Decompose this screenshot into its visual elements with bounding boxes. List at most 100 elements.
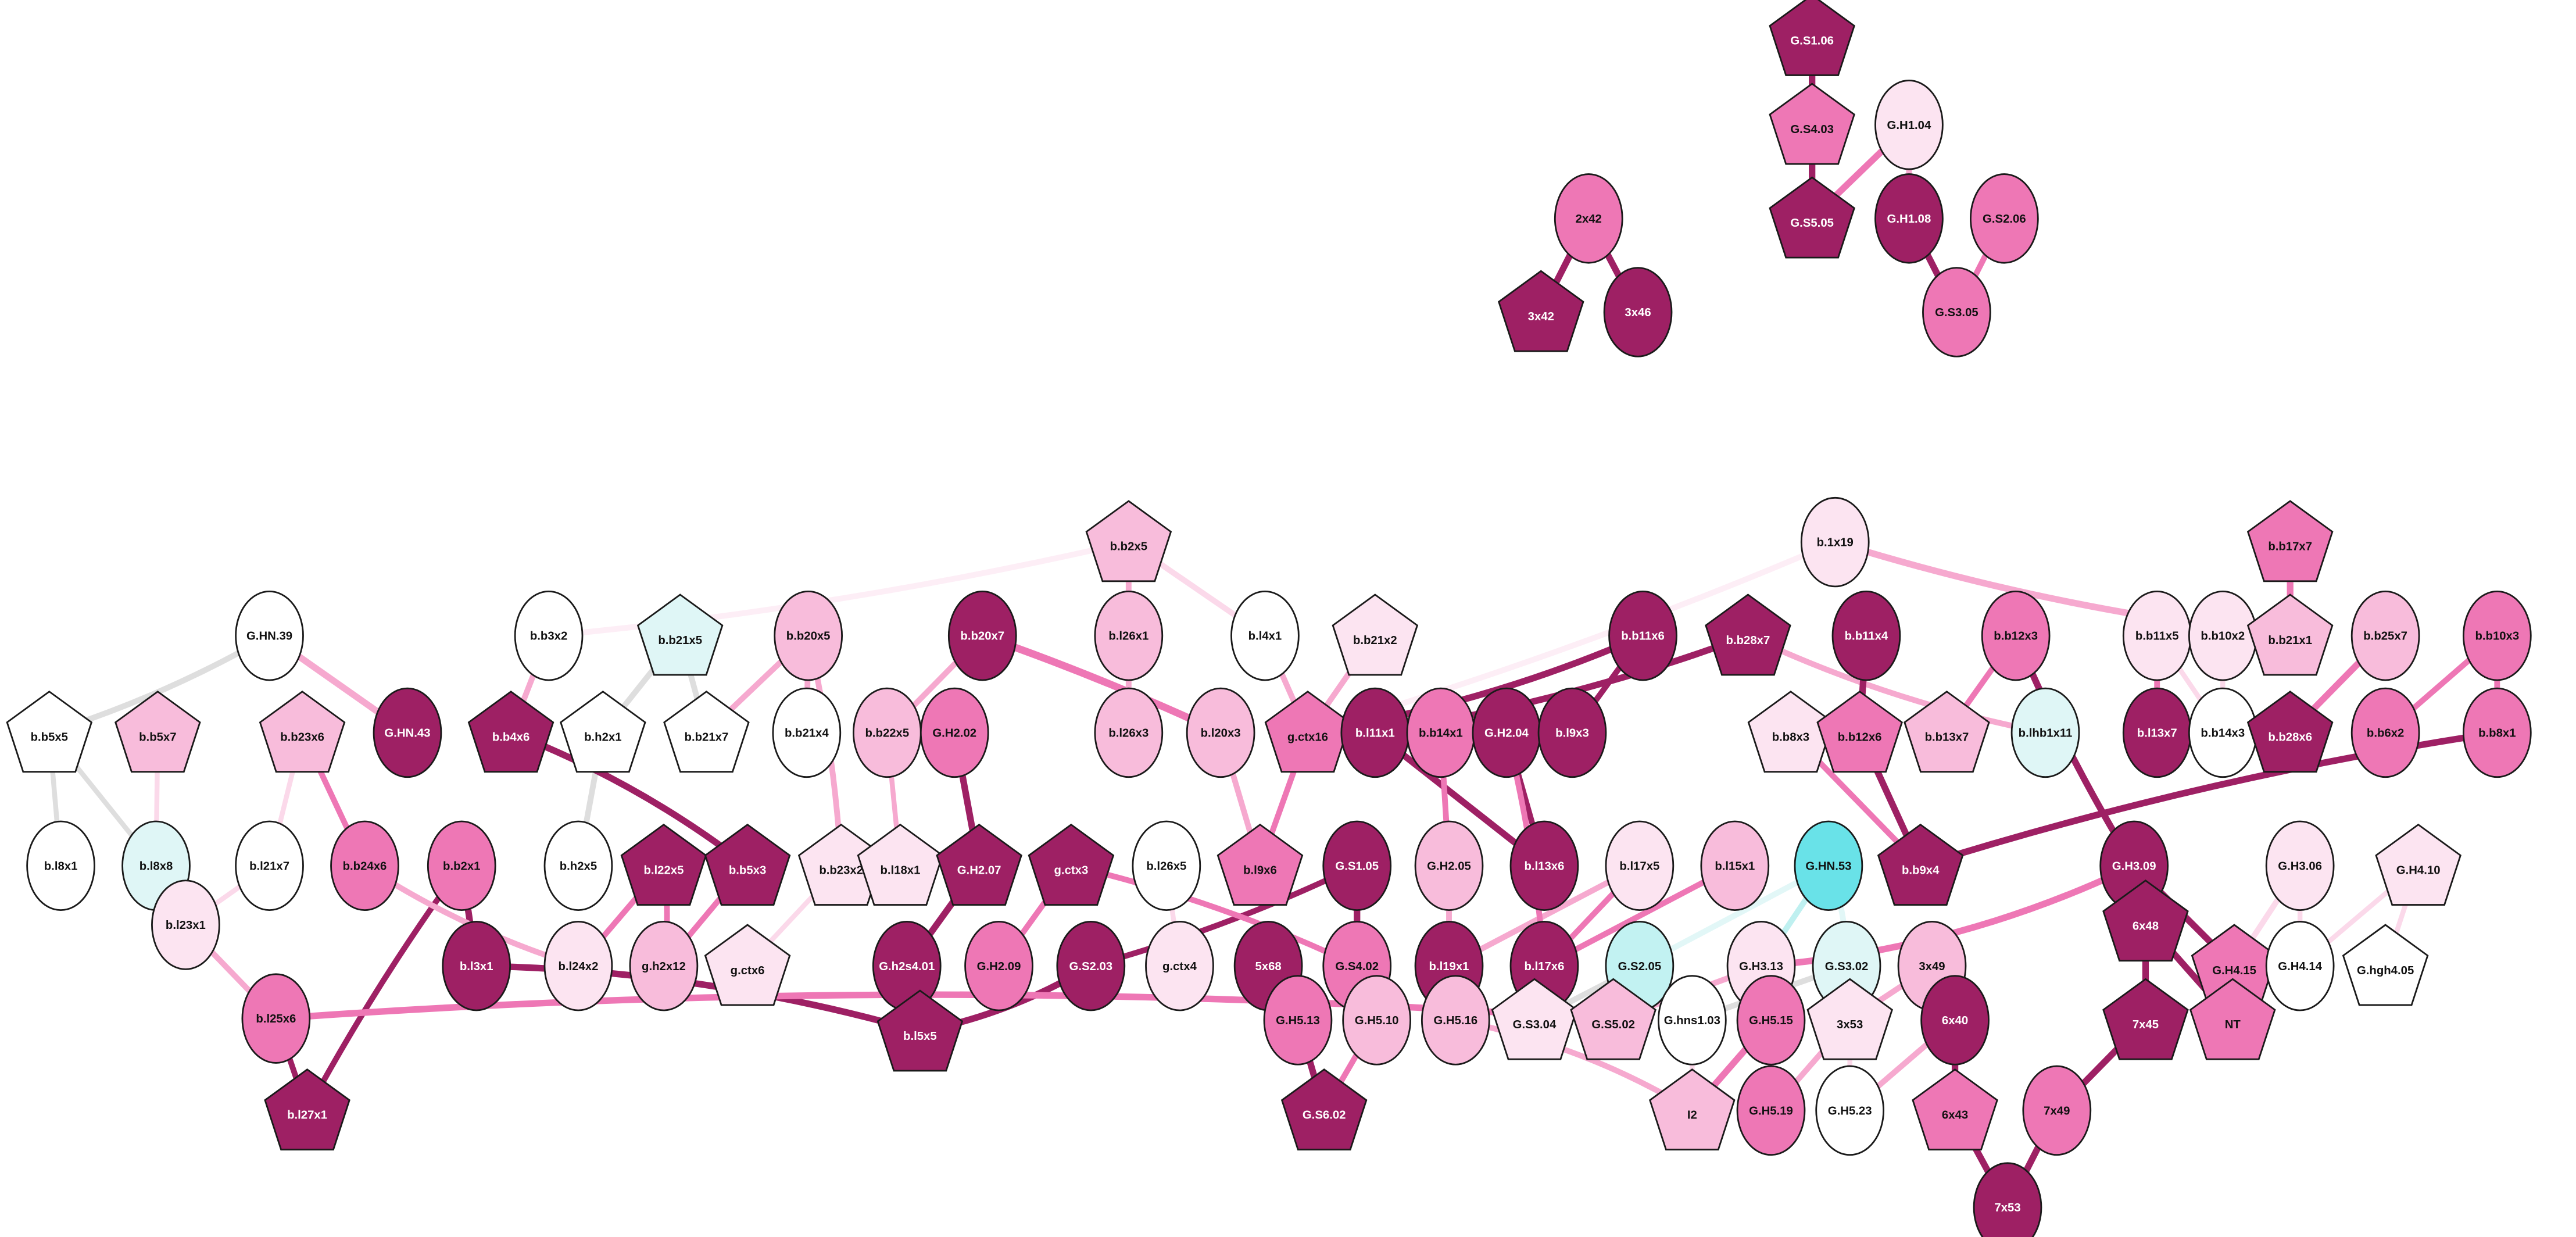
node-3x46[interactable] bbox=[1603, 267, 1673, 357]
node-G.S1.06[interactable] bbox=[1769, 0, 1855, 76]
node-NT[interactable] bbox=[2189, 978, 2276, 1060]
node-b.b20x7[interactable] bbox=[947, 590, 1017, 681]
node-b.b9x4[interactable] bbox=[1877, 823, 1964, 906]
node-G.H5.19[interactable] bbox=[1736, 1065, 1806, 1156]
node-G.h2s4.01[interactable] bbox=[872, 920, 942, 1011]
node-b.b14x3[interactable] bbox=[2188, 687, 2257, 778]
node-3x53[interactable] bbox=[1806, 978, 1893, 1060]
node-G.HN.39[interactable] bbox=[235, 590, 304, 681]
node-G.S2.03[interactable] bbox=[1056, 920, 1126, 1011]
node-b.l13x6[interactable] bbox=[1509, 820, 1579, 911]
node-b.b6x2[interactable] bbox=[2350, 687, 2420, 778]
node-G.H5.13[interactable] bbox=[1263, 975, 1333, 1066]
node-G.H2.07[interactable] bbox=[936, 823, 1022, 906]
node-G.S2.06[interactable] bbox=[1970, 173, 2039, 264]
node-G.H1.04[interactable] bbox=[1874, 80, 1944, 170]
node-b.l3x1[interactable] bbox=[442, 920, 511, 1011]
node-G.S4.03[interactable] bbox=[1769, 83, 1855, 165]
node-G.S5.02[interactable] bbox=[1570, 978, 1656, 1060]
node-7x53[interactable] bbox=[1973, 1162, 2042, 1237]
node-G.hns1.03[interactable] bbox=[1657, 975, 1727, 1066]
node-b.b10x2[interactable] bbox=[2188, 590, 2257, 681]
node-3x42[interactable] bbox=[1497, 270, 1584, 352]
node-b.b20x5[interactable] bbox=[774, 590, 843, 681]
node-b.b2x1[interactable] bbox=[427, 820, 496, 911]
node-b.b22x5[interactable] bbox=[852, 687, 922, 778]
node-b.l15x1[interactable] bbox=[1700, 820, 1770, 911]
node-b.l17x5[interactable] bbox=[1605, 820, 1675, 911]
node-G.H2.05[interactable] bbox=[1414, 820, 1484, 911]
node-b.b2x5[interactable] bbox=[1085, 500, 1172, 582]
node-G.HN.43[interactable] bbox=[373, 687, 442, 778]
node-I2[interactable] bbox=[1649, 1068, 1736, 1151]
node-b.b14x1[interactable] bbox=[1406, 687, 1476, 778]
node-b.b8x1[interactable] bbox=[2462, 687, 2532, 778]
node-b.l25x6[interactable] bbox=[241, 973, 311, 1064]
node-b.l26x3[interactable] bbox=[1094, 687, 1164, 778]
node-b.l11x1[interactable] bbox=[1340, 687, 1410, 778]
node-b.l18x1[interactable] bbox=[857, 823, 944, 906]
node-6x40[interactable] bbox=[1920, 975, 1990, 1066]
node-b.l13x7[interactable] bbox=[2122, 687, 2192, 778]
node-b.h2x5[interactable] bbox=[543, 820, 613, 911]
node-2x42[interactable] bbox=[1554, 173, 1623, 264]
node-G.H5.16[interactable] bbox=[1421, 975, 1490, 1066]
node-b.b4x6[interactable] bbox=[467, 691, 554, 773]
node-b.b23x6[interactable] bbox=[259, 691, 346, 773]
node-b.b25x7[interactable] bbox=[2350, 590, 2420, 681]
node-G.H3.06[interactable] bbox=[2265, 820, 2335, 911]
node-G.H2.09[interactable] bbox=[964, 920, 1033, 1011]
node-G.H2.04[interactable] bbox=[1472, 687, 1541, 778]
node-b.l8x1[interactable] bbox=[26, 820, 95, 911]
node-g.h2x12[interactable] bbox=[629, 920, 699, 1011]
node-b.l5x5[interactable] bbox=[876, 989, 964, 1072]
node-G.S5.05[interactable] bbox=[1769, 176, 1855, 259]
node-G.H5.10[interactable] bbox=[1342, 975, 1411, 1066]
node-g.ctx3[interactable] bbox=[1028, 823, 1115, 906]
node-b.b21x4[interactable] bbox=[772, 687, 842, 778]
node-b.b21x7[interactable] bbox=[663, 691, 750, 773]
node-b.1x19[interactable] bbox=[1800, 496, 1870, 588]
node-G.S3.04[interactable] bbox=[1491, 978, 1578, 1060]
node-g.ctx4[interactable] bbox=[1145, 920, 1214, 1011]
node-b.b3x2[interactable] bbox=[514, 590, 584, 681]
node-G.hgh4.05[interactable] bbox=[2342, 924, 2429, 1006]
node-b.b5x3[interactable] bbox=[704, 823, 791, 906]
node-b.b21x5[interactable] bbox=[636, 594, 724, 676]
node-G.H4.14[interactable] bbox=[2265, 920, 2335, 1011]
node-b.l20x3[interactable] bbox=[1186, 687, 1255, 778]
node-b.b24x6[interactable] bbox=[330, 820, 399, 911]
node-6x43[interactable] bbox=[1912, 1068, 1998, 1151]
node-b.h2x1[interactable] bbox=[560, 691, 646, 773]
node-g.ctx6[interactable] bbox=[704, 924, 791, 1006]
node-b.l9x3[interactable] bbox=[1537, 687, 1607, 778]
node-b.b17x7[interactable] bbox=[2246, 500, 2334, 582]
node-b.l9x6[interactable] bbox=[1217, 823, 1304, 906]
node-b.lhb1x11[interactable] bbox=[2010, 687, 2080, 778]
node-6x48[interactable] bbox=[2102, 880, 2189, 962]
node-b.l26x1[interactable] bbox=[1094, 590, 1164, 681]
node-b.l27x1[interactable] bbox=[264, 1068, 350, 1151]
node-7x49[interactable] bbox=[2022, 1065, 2092, 1156]
node-b.b28x6[interactable] bbox=[2246, 691, 2334, 773]
node-b.b28x7[interactable] bbox=[1705, 594, 1791, 676]
node-b.b5x5[interactable] bbox=[6, 691, 93, 773]
node-G.HN.53[interactable] bbox=[1794, 820, 1863, 911]
node-G.H2.02[interactable] bbox=[920, 687, 989, 778]
node-G.S1.05[interactable] bbox=[1322, 820, 1392, 911]
node-G.H1.08[interactable] bbox=[1874, 173, 1944, 264]
node-b.b12x6[interactable] bbox=[1816, 691, 1903, 773]
node-G.H5.23[interactable] bbox=[1815, 1065, 1885, 1156]
node-b.l23x1[interactable] bbox=[151, 880, 220, 970]
node-b.l24x2[interactable] bbox=[543, 920, 613, 1011]
node-b.b13x7[interactable] bbox=[1904, 691, 1990, 773]
node-b.l22x5[interactable] bbox=[620, 823, 707, 906]
node-G.H5.15[interactable] bbox=[1736, 975, 1806, 1066]
node-b.b5x7[interactable] bbox=[115, 691, 201, 773]
node-b.b12x3[interactable] bbox=[1981, 590, 2051, 681]
node-b.b21x2[interactable] bbox=[1332, 594, 1419, 676]
node-b.b11x5[interactable] bbox=[2122, 590, 2192, 681]
node-b.b21x1[interactable] bbox=[2246, 594, 2334, 676]
node-G.S3.05[interactable] bbox=[1922, 267, 1991, 357]
node-b.l21x7[interactable] bbox=[235, 820, 304, 911]
